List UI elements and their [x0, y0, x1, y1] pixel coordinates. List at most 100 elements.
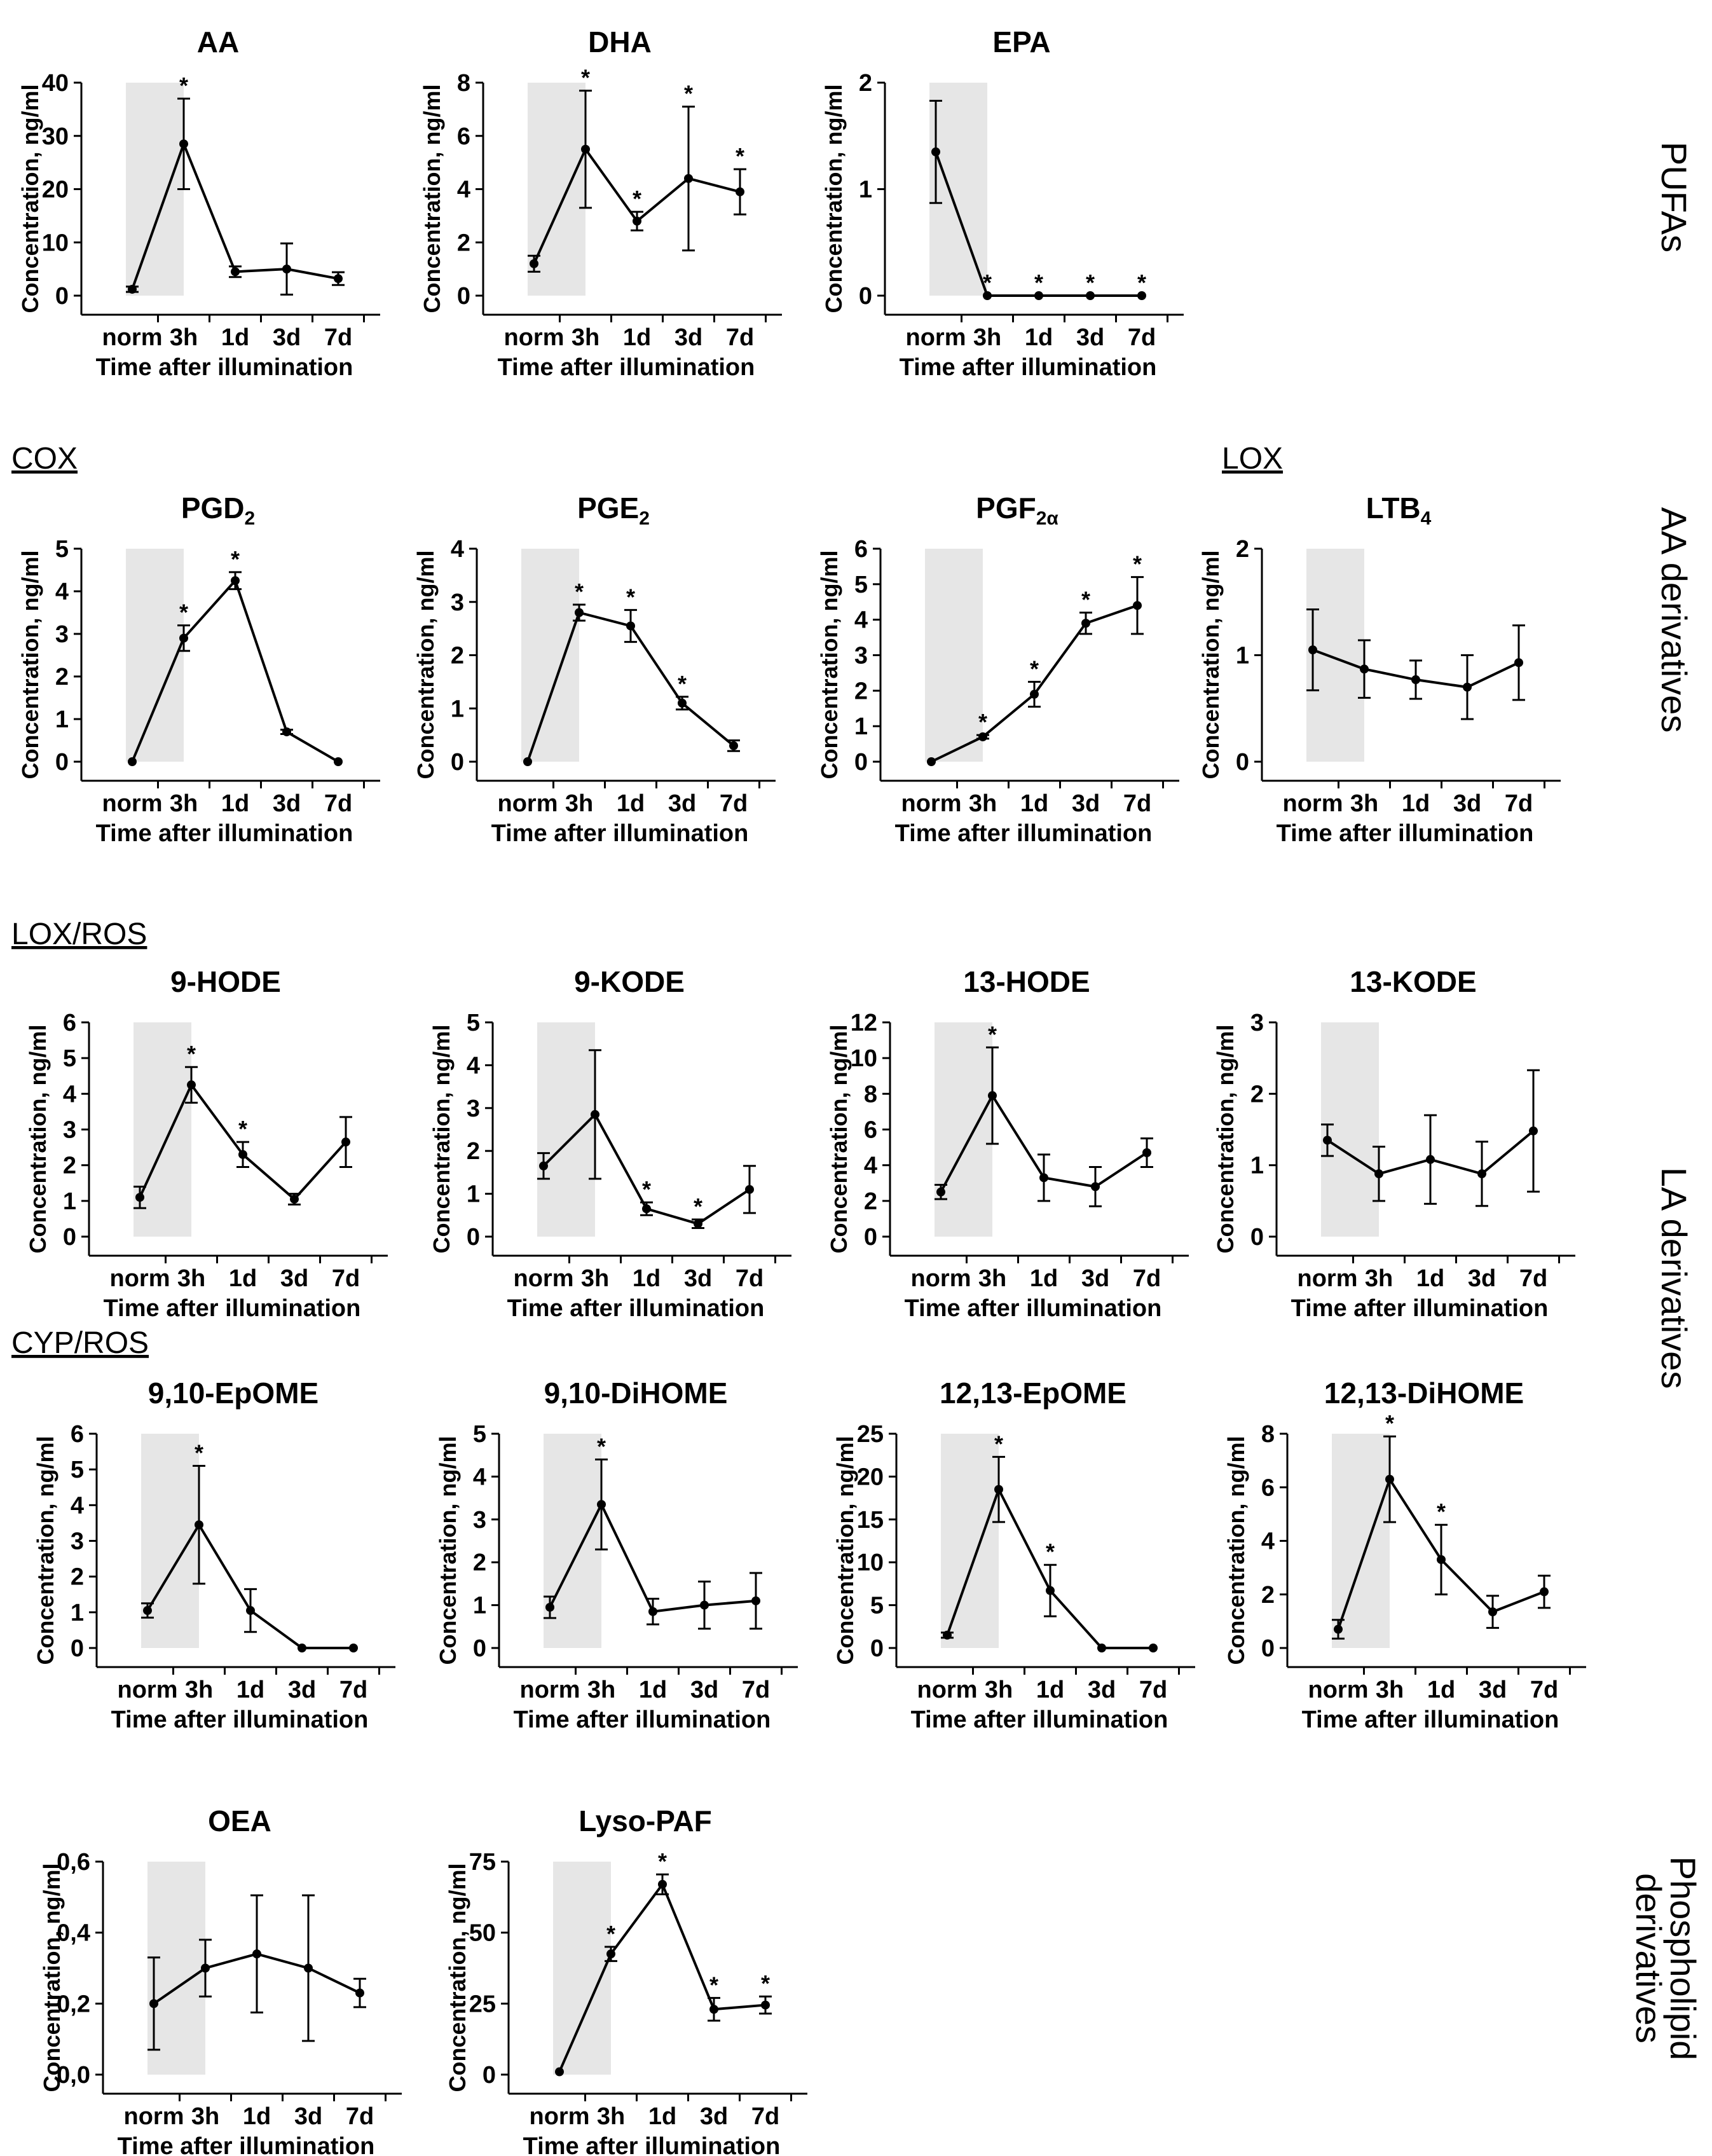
data-point [349, 1644, 358, 1652]
y-axis-label: Concentration, ng/ml [39, 1864, 65, 2092]
data-point [195, 1520, 203, 1530]
x-axis-label: Time after illumination [911, 1706, 1168, 1733]
data-point [1308, 645, 1317, 655]
data-point [545, 1602, 554, 1612]
x-tick-label: norm [1283, 790, 1343, 817]
x-tick-label: 3h [170, 790, 198, 817]
chart-title-subscript: 2α [1036, 508, 1059, 529]
highlight-band [126, 83, 184, 296]
data-point [334, 757, 343, 766]
data-point [1540, 1587, 1549, 1596]
data-point [761, 2000, 770, 2010]
y-tick-label: 0 [864, 1224, 877, 1251]
y-tick-label: 0,6 [57, 1849, 90, 1876]
x-tick-label: norm [498, 790, 558, 817]
y-tick-label: 1 [71, 1600, 84, 1626]
y-tick-label: 1 [854, 713, 868, 740]
data-point [187, 1080, 196, 1090]
significance-star: * [678, 671, 687, 697]
data-point [751, 1596, 760, 1605]
y-tick-label: 0 [473, 1635, 486, 1662]
data-point [231, 576, 240, 586]
y-tick-label: 50 [469, 1920, 496, 1947]
y-tick-label: 0 [71, 1635, 84, 1662]
y-tick-label: 0,0 [57, 2062, 90, 2089]
data-point [709, 2005, 718, 2014]
y-tick-label: 2 [1236, 536, 1249, 563]
y-tick-label: 5 [870, 1593, 884, 1619]
significance-star: * [994, 1431, 1003, 1457]
chart-panel: PGE2 0 1 2 3 4 norm 3h 1d 3d 7d Time after illumina… [413, 491, 776, 847]
x-tick-label: 1d [623, 324, 651, 351]
data-point [642, 1204, 651, 1214]
x-tick-label: 1d [1020, 790, 1048, 817]
chart-panel: 9-KODE 0 1 2 3 4 5 norm 3h 1d 3d 7d Time after illum… [428, 965, 791, 1322]
y-axis-label: Concentration, ng/ml [17, 551, 43, 779]
data-point [179, 633, 188, 643]
y-tick-label: 4 [467, 1052, 480, 1079]
chart-title: PGF2α [976, 491, 1058, 529]
x-tick-label: norm [110, 1265, 170, 1292]
x-tick-label: norm [1308, 1677, 1369, 1703]
significance-star: * [1133, 551, 1142, 577]
data-point [983, 291, 992, 300]
chart-panel: 9-HODE 0 1 2 3 4 5 6 norm 3h 1d 3d 7d Time after illu… [25, 965, 388, 1322]
y-tick-label: 12 [851, 1010, 877, 1036]
y-tick-label: 25 [469, 1991, 496, 2017]
data-point [1529, 1126, 1538, 1136]
data-point [648, 1607, 657, 1616]
highlight-band [929, 83, 987, 296]
highlight-band [941, 1434, 999, 1648]
data-point [1437, 1555, 1446, 1564]
chart-title: 13-HODE [963, 965, 1090, 998]
significance-star: * [694, 1193, 702, 1219]
data-point [729, 741, 738, 750]
significance-star: * [1081, 587, 1090, 613]
significance-star: * [1437, 1499, 1446, 1525]
y-tick-label: 6 [71, 1421, 84, 1448]
x-tick-label: 3d [690, 1677, 718, 1703]
chart-title-subscript: 2 [639, 508, 650, 529]
x-tick-label: 3d [1088, 1677, 1116, 1703]
highlight-band [1332, 1434, 1390, 1648]
data-point [633, 216, 641, 226]
y-tick-label: 2 [457, 230, 470, 256]
y-tick-label: 3 [854, 643, 868, 669]
x-tick-label: 1d [221, 324, 249, 351]
x-tick-label: 3h [587, 1677, 615, 1703]
y-tick-label: 2 [451, 643, 464, 669]
chart-panel: OEA 0,0 0,2 0,4 0,6 norm 3h 1d 3d 7d Time after il… [39, 1804, 402, 2156]
y-tick-label: 30 [42, 123, 69, 150]
chart-panel: 13-HODE 0 2 4 6 8 10 12 norm 3h 1d 3d 7d Time after i… [826, 965, 1189, 1322]
chart-panel: 12,13-DiHOME 0 2 4 6 8 norm 3h 1d 3d 7d Time after … [1223, 1377, 1586, 1733]
y-tick-label: 6 [854, 536, 868, 563]
data-point [581, 144, 590, 154]
data-point [684, 174, 693, 183]
x-tick-label: 1d [229, 1265, 257, 1292]
data-point [539, 1161, 548, 1171]
significance-star: * [1030, 656, 1039, 682]
significance-star: * [1137, 270, 1146, 296]
y-tick-label: 40 [42, 70, 69, 97]
x-axis-label: Time after illumination [111, 1706, 369, 1733]
y-tick-label: 0 [55, 283, 69, 310]
chart-panel: Lyso-PAF 0 25 50 75 norm 3h 1d 3d 7d Time after il… [444, 1804, 807, 2156]
chart-panel: 13-KODE 0 1 2 3 norm 3h 1d 3d 7d Time after illumi… [1212, 965, 1575, 1322]
x-tick-label: 3d [1076, 324, 1104, 351]
highlight-band [925, 549, 983, 762]
data-point [1097, 1644, 1106, 1652]
x-tick-label: norm [917, 1677, 978, 1703]
significance-star: * [1086, 270, 1095, 296]
x-tick-label: 1d [1030, 1265, 1058, 1292]
highlight-band [147, 1862, 205, 2075]
y-tick-label: 3 [55, 621, 69, 648]
y-tick-label: 3 [1250, 1010, 1264, 1036]
x-tick-label: 3h [191, 2103, 219, 2130]
x-tick-label: 7d [726, 324, 754, 351]
y-tick-label: 1 [467, 1181, 480, 1208]
y-tick-label: 0,2 [57, 1991, 90, 2017]
data-point [135, 1193, 144, 1202]
y-tick-label: 1 [63, 1188, 76, 1215]
x-tick-label: 3d [668, 790, 696, 817]
